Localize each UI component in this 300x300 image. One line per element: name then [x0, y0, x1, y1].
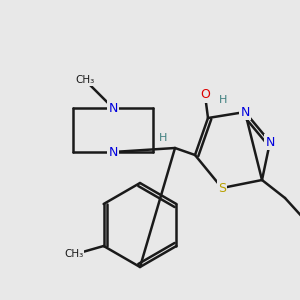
Text: S: S	[218, 182, 226, 194]
Text: N: N	[240, 106, 250, 118]
Text: N: N	[108, 146, 118, 158]
Text: H: H	[159, 133, 167, 143]
Text: N: N	[108, 101, 118, 115]
Text: CH₃: CH₃	[64, 249, 83, 259]
Text: CH₃: CH₃	[75, 75, 94, 85]
Text: H: H	[219, 95, 227, 105]
Text: O: O	[200, 88, 210, 101]
Text: N: N	[265, 136, 275, 148]
